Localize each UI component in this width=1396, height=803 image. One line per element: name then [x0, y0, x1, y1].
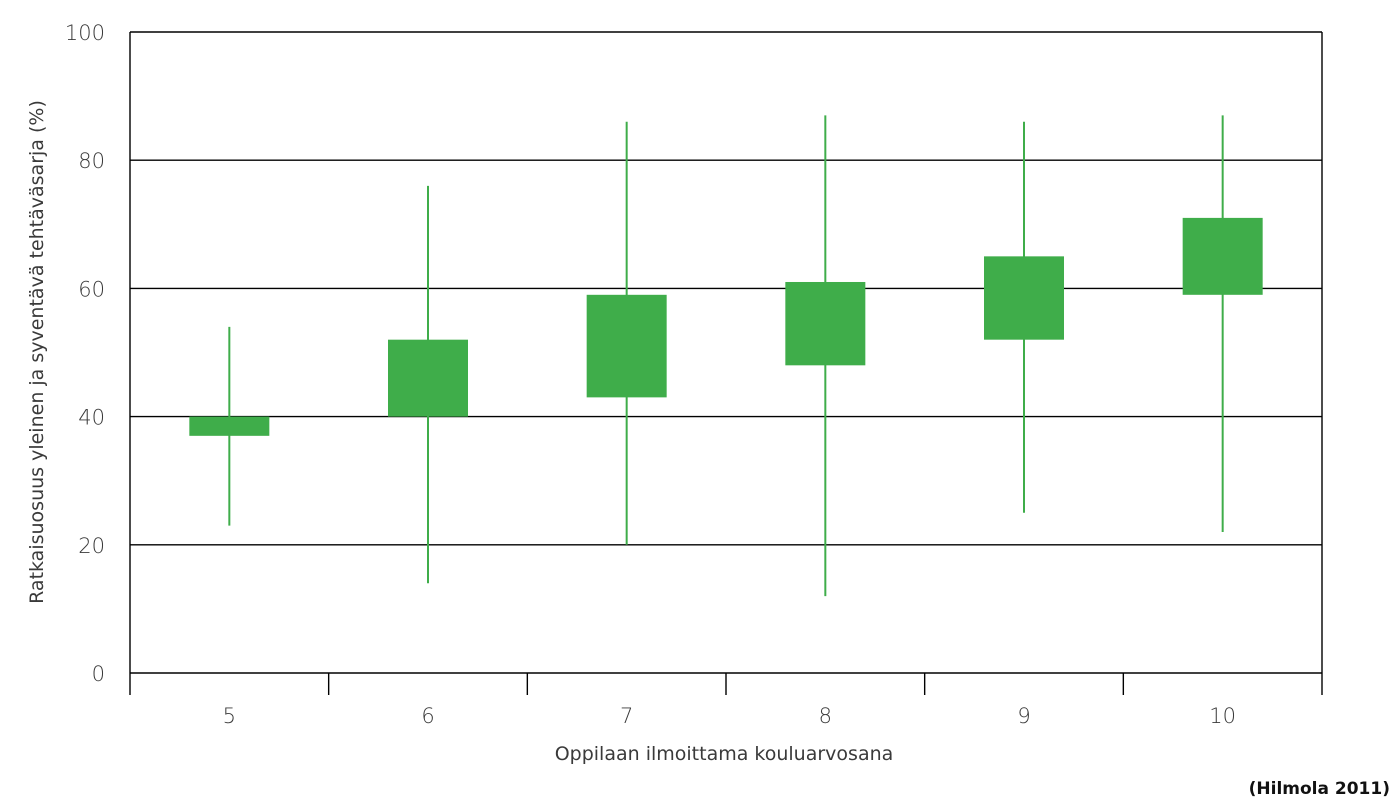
y-tick-label: 20: [78, 534, 105, 558]
y-tick-label: 40: [78, 406, 105, 430]
y-tick-labels: 0 20 40 60 80 100: [65, 21, 105, 686]
y-tick-label: 80: [78, 149, 105, 173]
axes: [129, 32, 1323, 695]
x-tick-label: 9: [1017, 704, 1030, 728]
x-tick-label: 7: [620, 704, 633, 728]
box-8: [785, 281, 866, 366]
box-5: [189, 416, 270, 436]
x-tick-label: 5: [223, 704, 236, 728]
box-7: [586, 294, 667, 398]
y-axis-title: Ratkaisuosuus yleinen ja syventävä tehtä…: [26, 100, 48, 604]
y-tick-label: 0: [92, 662, 105, 686]
x-tick-label: 10: [1209, 704, 1236, 728]
x-tick-label: 6: [421, 704, 434, 728]
box-10: [1182, 217, 1263, 295]
box-9: [984, 256, 1064, 340]
grid-lines: [130, 31, 1322, 546]
y-tick-label: 100: [65, 21, 105, 45]
box-series: [189, 115, 1263, 597]
box-6: [388, 339, 468, 417]
x-tick-label: 8: [819, 704, 832, 728]
source-citation: (Hilmola 2011): [1248, 779, 1390, 799]
x-tick-labels: 5 6 7 8 9 10: [223, 704, 1236, 728]
y-tick-label: 60: [78, 277, 105, 301]
x-axis-title: Oppilaan ilmoittama kouluarvosana: [555, 743, 894, 765]
